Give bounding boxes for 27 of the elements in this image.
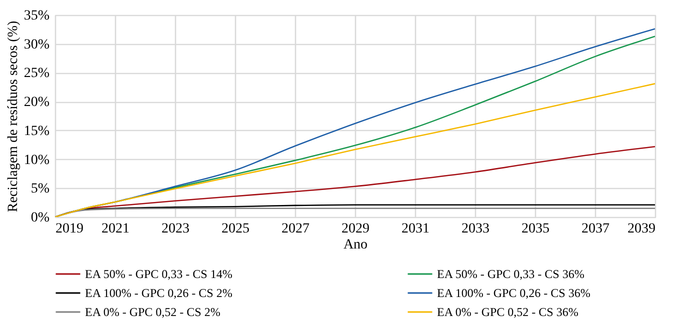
y-tick-label: 30%: [24, 37, 50, 52]
x-tick-label: 2031: [402, 222, 430, 236]
x-tick-label: 2027: [282, 222, 310, 236]
legend-label: EA 50% - GPC 0,33 - CS 14%: [85, 267, 232, 281]
y-tick-label: 5%: [30, 182, 50, 197]
y-tick-label: 10%: [24, 152, 50, 168]
x-tick-label: 2021: [102, 222, 130, 236]
legend-label: EA 100% - GPC 0,26 - CS 2%: [85, 286, 232, 300]
y-axis-title: Reciclagem de resíduos secos (%): [6, 20, 21, 212]
y-tick-label: 15%: [24, 124, 50, 139]
y-tick-label: 0%: [30, 210, 50, 226]
y-tick-label: 35%: [24, 8, 50, 24]
legend-label: EA 100% - GPC 0,26 - CS 36%: [437, 286, 590, 300]
x-tick-label: 2039: [628, 222, 656, 236]
legend-label: EA 0% - GPC 0,52 - CS 2%: [85, 305, 220, 319]
x-tick-label: 2037: [582, 222, 610, 236]
y-tick-label: 25%: [24, 66, 50, 82]
legend-label: EA 0% - GPC 0,52 - CS 36%: [437, 305, 578, 319]
legend-label: EA 50% - GPC 0,33 - CS 36%: [437, 267, 584, 281]
x-tick-label: 2023: [162, 222, 190, 236]
y-tick-label: 20%: [24, 95, 50, 110]
x-tick-label: 2033: [462, 222, 490, 236]
x-tick-label: 2025: [222, 222, 250, 236]
x-tick-label: 2029: [342, 222, 370, 236]
x-axis-title: Ano: [343, 238, 368, 252]
x-tick-label: 2019: [56, 222, 84, 236]
x-tick-label: 2035: [522, 222, 550, 236]
